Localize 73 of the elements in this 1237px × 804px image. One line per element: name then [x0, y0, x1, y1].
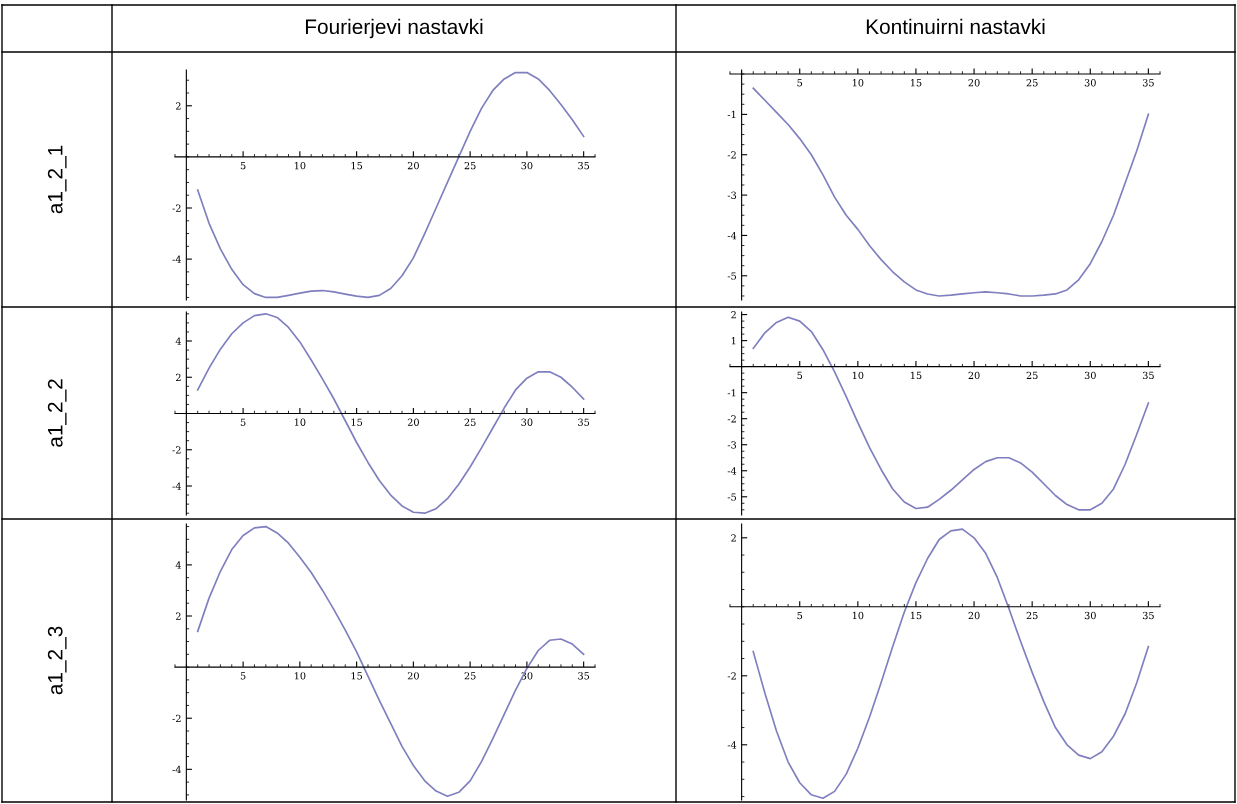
- y-tick-label: -2: [172, 714, 181, 722]
- x-tick-label: 30: [521, 161, 533, 170]
- x-tick-label: 35: [1142, 371, 1154, 380]
- y-tick-label: -4: [172, 482, 181, 490]
- x-tick-label: 20: [968, 611, 980, 620]
- x-tick-label: 35: [578, 418, 590, 426]
- x-tick-label: 25: [1026, 371, 1038, 380]
- x-tick-label: 10: [852, 371, 864, 380]
- x-tick-label: 10: [852, 611, 864, 620]
- line-series: [752, 87, 1150, 297]
- y-tick-label: -2: [172, 446, 181, 454]
- x-tick-label: 35: [1142, 79, 1154, 87]
- y-tick-label: -4: [727, 231, 737, 240]
- x-tick-label: 10: [294, 161, 306, 170]
- chart-title: Fourierjevi nastavki: [305, 18, 483, 39]
- y-axis-title: a1_2_1: [47, 145, 67, 214]
- y-tick-label: -1: [727, 110, 736, 119]
- x-tick-label: 15: [351, 418, 363, 426]
- x-tick-label: 15: [910, 79, 922, 87]
- x-tick-label: 20: [407, 672, 419, 680]
- x-tick-label: 35: [1142, 611, 1154, 620]
- chart-title: Kontinuirni nastavki: [866, 18, 1045, 35]
- y-tick-label: 2: [175, 373, 181, 381]
- x-tick-label: 20: [968, 371, 980, 380]
- y-axis-title: a1_2_2: [47, 379, 67, 447]
- y-tick-label: -2: [727, 415, 736, 423]
- y-tick-label: -1: [727, 389, 736, 397]
- y-tick-label: 2: [175, 612, 181, 620]
- x-tick-label: 5: [240, 162, 246, 170]
- x-tick-label: 10: [294, 672, 306, 680]
- x-tick-label: 30: [1084, 79, 1096, 87]
- y-tick-label: -5: [727, 493, 737, 501]
- x-tick-label: 25: [1026, 79, 1038, 87]
- y-tick-label: -3: [727, 441, 737, 449]
- x-tick-label: 25: [464, 418, 476, 426]
- x-tick-label: 5: [797, 611, 803, 620]
- y-tick-label: -2: [172, 204, 181, 212]
- y-tick-label: -4: [727, 741, 737, 749]
- x-tick-label: 5: [240, 672, 246, 680]
- x-tick-label: 30: [521, 418, 533, 426]
- y-tick-label: 4: [175, 561, 181, 569]
- x-tick-label: 15: [910, 371, 922, 380]
- y-tick-label: -4: [172, 765, 181, 774]
- x-tick-label: 20: [407, 418, 419, 426]
- x-tick-label: 20: [407, 161, 419, 170]
- x-tick-label: 10: [852, 79, 864, 87]
- y-tick-label: 4: [175, 337, 181, 345]
- y-tick-label: -2: [727, 672, 736, 680]
- x-tick-label: 5: [797, 371, 803, 380]
- y-tick-label: 2: [731, 534, 736, 542]
- x-tick-label: 5: [240, 418, 246, 426]
- x-tick-label: 35: [578, 672, 590, 680]
- x-tick-label: 15: [351, 161, 363, 170]
- y-axis-title: a1_2_3: [47, 626, 67, 695]
- y-tick-label: -2: [727, 151, 736, 159]
- x-tick-label: 20: [968, 79, 980, 87]
- x-tick-label: 30: [1084, 371, 1096, 380]
- y-tick-label: -4: [727, 467, 737, 475]
- x-tick-label: 25: [464, 672, 476, 680]
- x-tick-label: 15: [351, 672, 363, 680]
- y-tick-label: 1: [731, 337, 736, 345]
- x-tick-label: 35: [578, 161, 590, 170]
- y-tick-label: 2: [175, 102, 181, 110]
- x-tick-label: 5: [797, 79, 803, 87]
- y-tick-label: -5: [727, 272, 737, 280]
- x-tick-label: 30: [1084, 611, 1096, 620]
- x-tick-label: 25: [1026, 611, 1038, 620]
- x-tick-label: 25: [464, 161, 476, 170]
- y-tick-label: -4: [172, 255, 181, 263]
- x-tick-label: 10: [294, 418, 306, 426]
- x-tick-label: 15: [910, 611, 922, 620]
- y-tick-label: -3: [727, 191, 737, 199]
- y-tick-label: 2: [731, 311, 736, 319]
